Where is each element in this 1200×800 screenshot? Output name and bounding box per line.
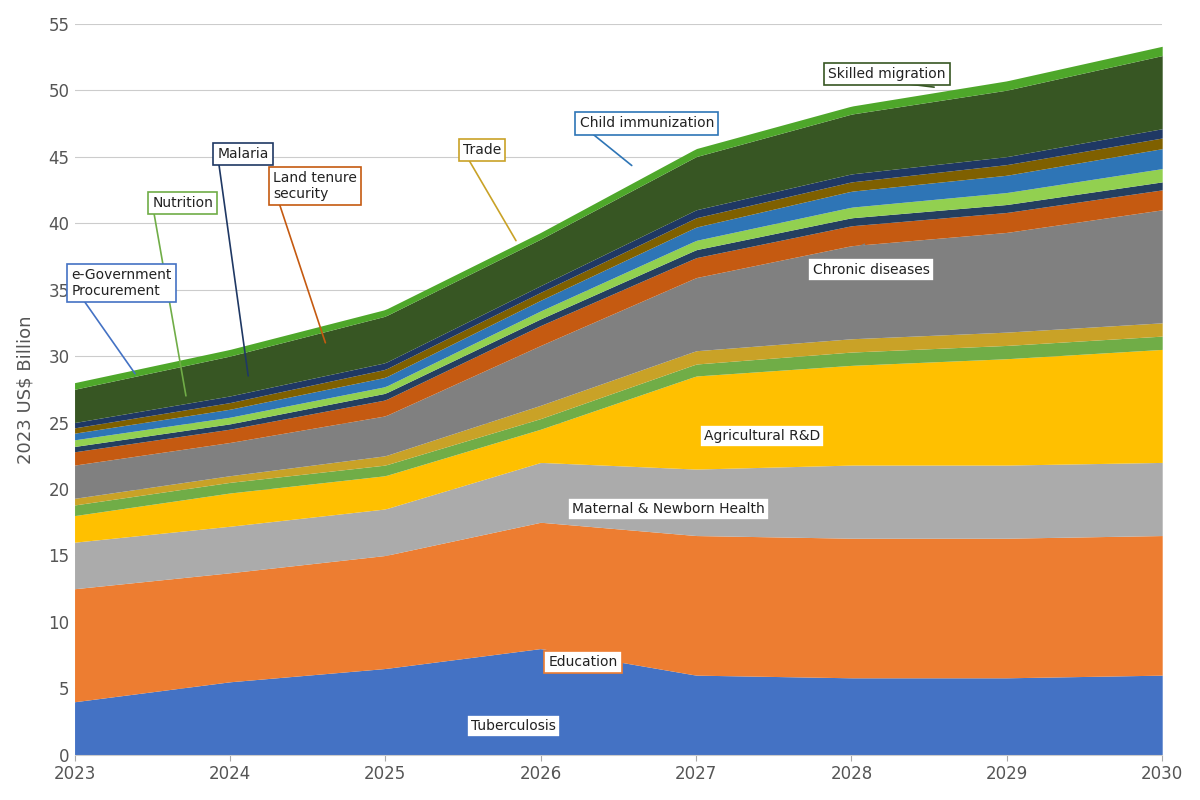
Text: Skilled migration: Skilled migration xyxy=(828,67,946,81)
Text: Trade: Trade xyxy=(463,143,502,157)
Text: Chronic diseases: Chronic diseases xyxy=(812,262,930,277)
Text: Child immunization: Child immunization xyxy=(580,116,714,130)
Text: Land tenure
security: Land tenure security xyxy=(274,170,358,201)
Text: Maternal & Newborn Health: Maternal & Newborn Health xyxy=(571,502,764,516)
Text: Tuberculosis: Tuberculosis xyxy=(470,718,556,733)
Y-axis label: 2023 US$ Billion: 2023 US$ Billion xyxy=(17,315,35,463)
Text: e-Government
Procurement: e-Government Procurement xyxy=(72,268,172,298)
Text: Nutrition: Nutrition xyxy=(152,196,214,210)
Text: Agricultural R&D: Agricultural R&D xyxy=(704,429,820,443)
Text: Malaria: Malaria xyxy=(217,147,269,161)
Text: Education: Education xyxy=(548,655,618,669)
